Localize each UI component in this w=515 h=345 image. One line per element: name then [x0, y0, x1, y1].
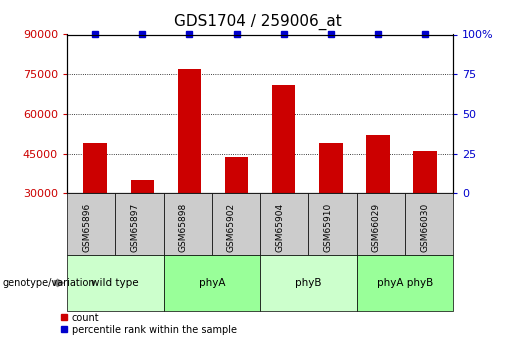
Text: phyB: phyB [295, 278, 321, 288]
Text: GSM65904: GSM65904 [275, 203, 284, 252]
Legend: count, percentile rank within the sample: count, percentile rank within the sample [56, 309, 241, 338]
Text: GSM65902: GSM65902 [227, 203, 236, 252]
Bar [413, 151, 437, 193]
Text: phyA phyB: phyA phyB [377, 278, 433, 288]
Bar [83, 143, 107, 193]
Bar [130, 180, 154, 193]
Bar [366, 135, 390, 193]
Bar [272, 85, 296, 193]
Bar [225, 157, 248, 193]
Bar [178, 69, 201, 193]
Text: GSM65897: GSM65897 [130, 203, 140, 252]
Text: GSM65896: GSM65896 [82, 203, 91, 252]
Text: GSM66029: GSM66029 [372, 203, 381, 252]
Text: genotype/variation: genotype/variation [3, 278, 95, 288]
Text: wild type: wild type [92, 278, 139, 288]
Text: GSM65910: GSM65910 [323, 203, 333, 252]
Text: GDS1704 / 259006_at: GDS1704 / 259006_at [174, 14, 341, 30]
Text: GSM66030: GSM66030 [420, 203, 429, 252]
Text: GSM65898: GSM65898 [179, 203, 187, 252]
Text: phyA: phyA [199, 278, 225, 288]
Bar [319, 143, 342, 193]
